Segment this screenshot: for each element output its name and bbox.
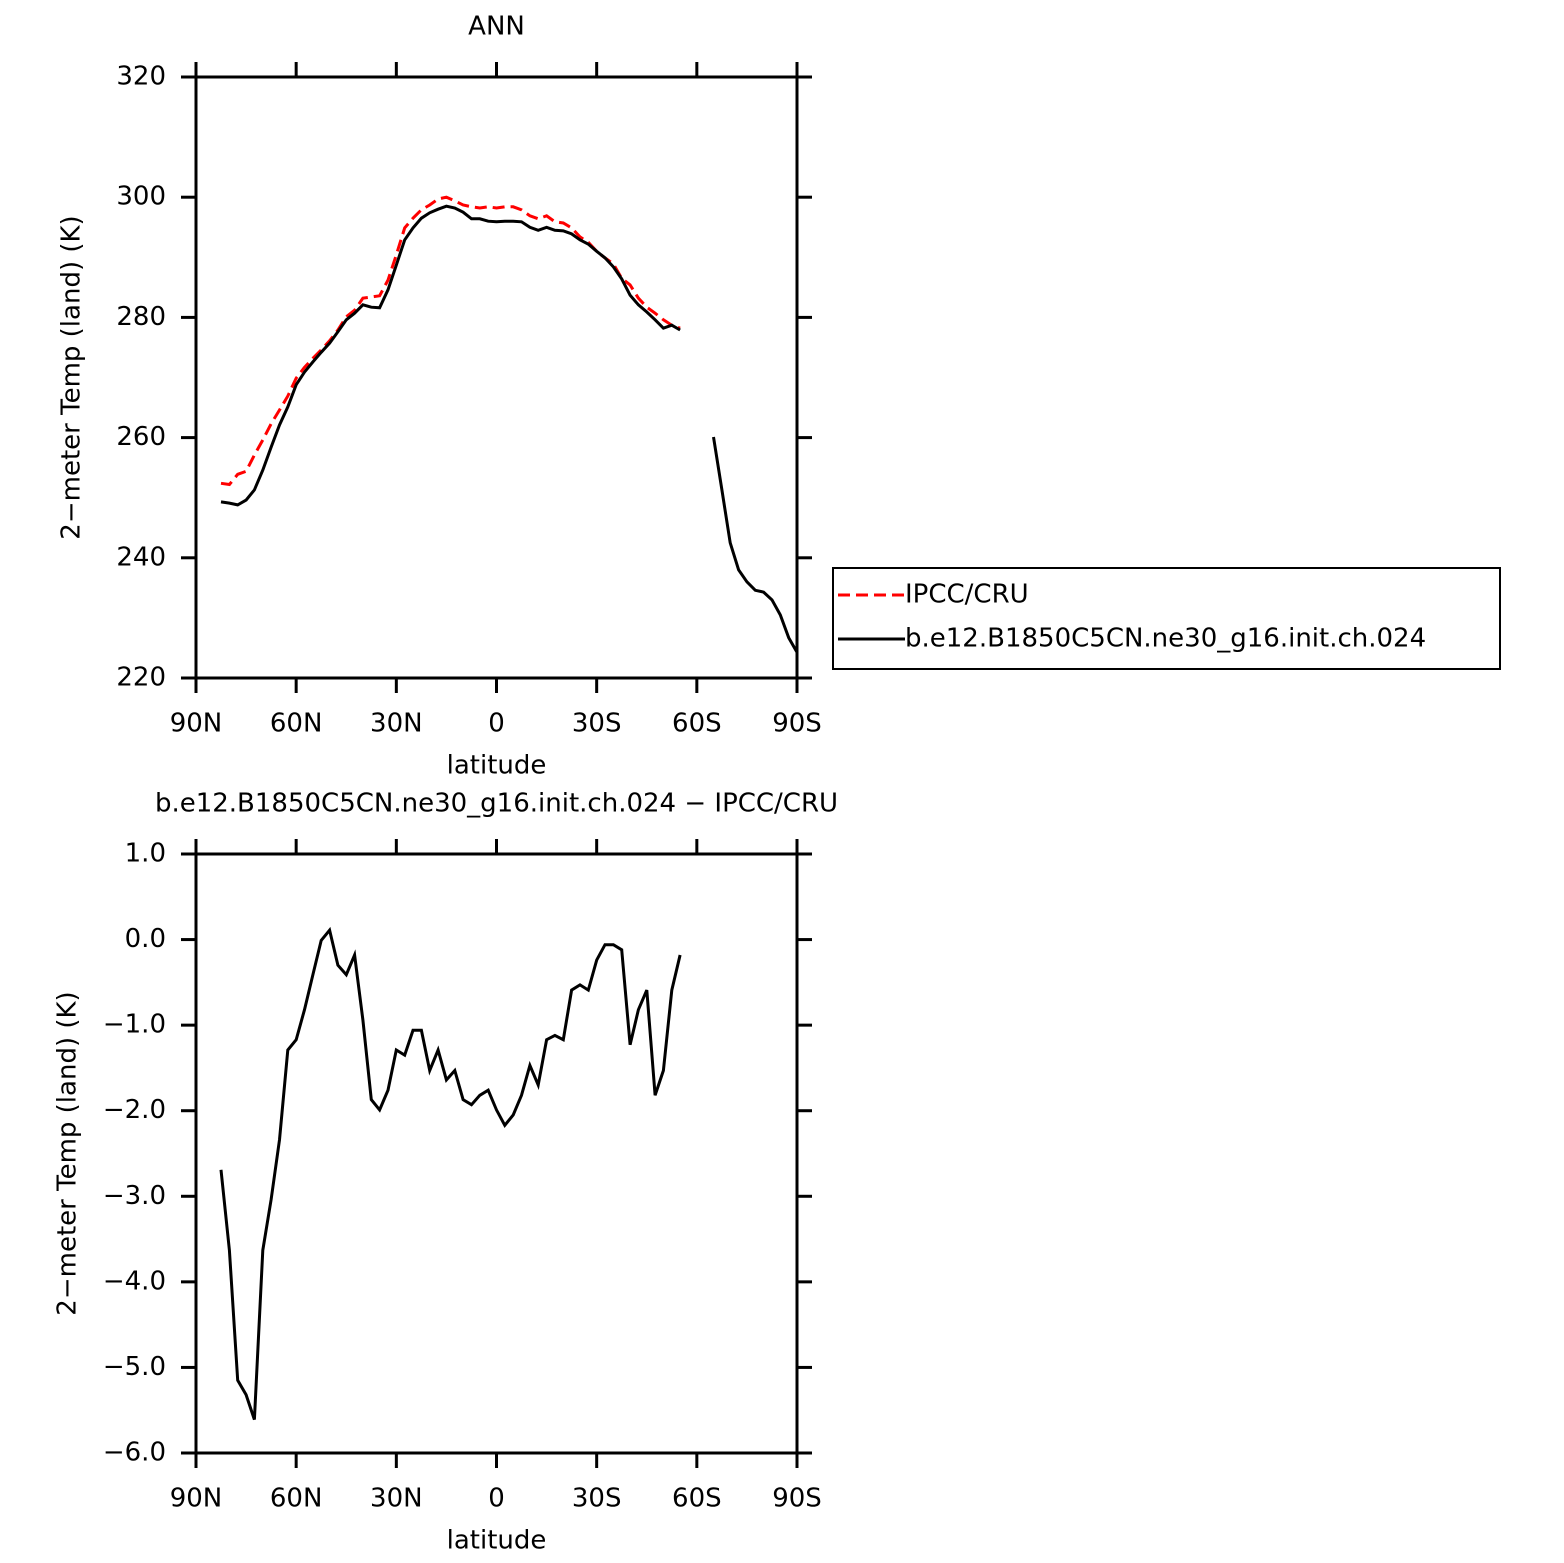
y-tick-label: 220 <box>116 663 166 693</box>
x-tick-label: 0 <box>488 1484 505 1514</box>
x-tick-label: 60N <box>270 1484 323 1514</box>
y-tick-label: −6.0 <box>103 1438 166 1468</box>
x-tick-label: 90S <box>772 1484 822 1514</box>
y-tick-label: −5.0 <box>103 1352 166 1382</box>
y-axis-label: 2−meter Temp (land) (K) <box>57 215 87 539</box>
y-tick-label: 320 <box>116 62 166 92</box>
plot-frame <box>194 852 799 1455</box>
x-tick-label: 30N <box>370 709 423 739</box>
y-tick-label: 0.0 <box>125 924 166 954</box>
chart-title: b.e12.B1850C5CN.ne30_g16.init.ch.024 − I… <box>155 789 838 819</box>
y-tick-label: 300 <box>116 182 166 212</box>
x-tick-label: 60S <box>672 1484 722 1514</box>
x-tick-label: 90N <box>170 1484 223 1514</box>
x-tick-label: 90N <box>170 709 223 739</box>
data-line <box>220 204 799 653</box>
x-tick-label: 30S <box>572 709 622 739</box>
chart-title: ANN <box>468 12 525 42</box>
data-line <box>220 195 681 487</box>
y-tick-label: −3.0 <box>103 1181 166 1211</box>
x-axis-label: latitude <box>447 1526 547 1556</box>
x-tick-label: 0 <box>488 709 505 739</box>
data-line <box>219 926 682 1421</box>
y-tick-label: 240 <box>116 542 166 572</box>
x-tick-label: 30N <box>370 1484 423 1514</box>
x-axis-label: latitude <box>447 751 547 781</box>
y-tick-label: 260 <box>116 422 166 452</box>
y-tick-label: −1.0 <box>103 1010 166 1040</box>
legend-label: b.e12.B1850C5CN.ne30_g16.init.ch.024 <box>905 624 1426 654</box>
y-tick-label: −2.0 <box>103 1095 166 1125</box>
x-tick-label: 60S <box>672 709 722 739</box>
y-axis-label: 2−meter Temp (land) (K) <box>53 991 83 1315</box>
x-tick-label: 90S <box>772 709 822 739</box>
x-tick-label: 60N <box>270 709 323 739</box>
legend-box <box>832 567 1501 670</box>
y-tick-label: 280 <box>116 302 166 332</box>
plot-frame <box>194 75 799 680</box>
legend-label: IPCC/CRU <box>905 580 1029 610</box>
y-tick-label: 1.0 <box>125 839 166 869</box>
y-tick-label: −4.0 <box>103 1266 166 1296</box>
x-tick-label: 30S <box>572 1484 622 1514</box>
